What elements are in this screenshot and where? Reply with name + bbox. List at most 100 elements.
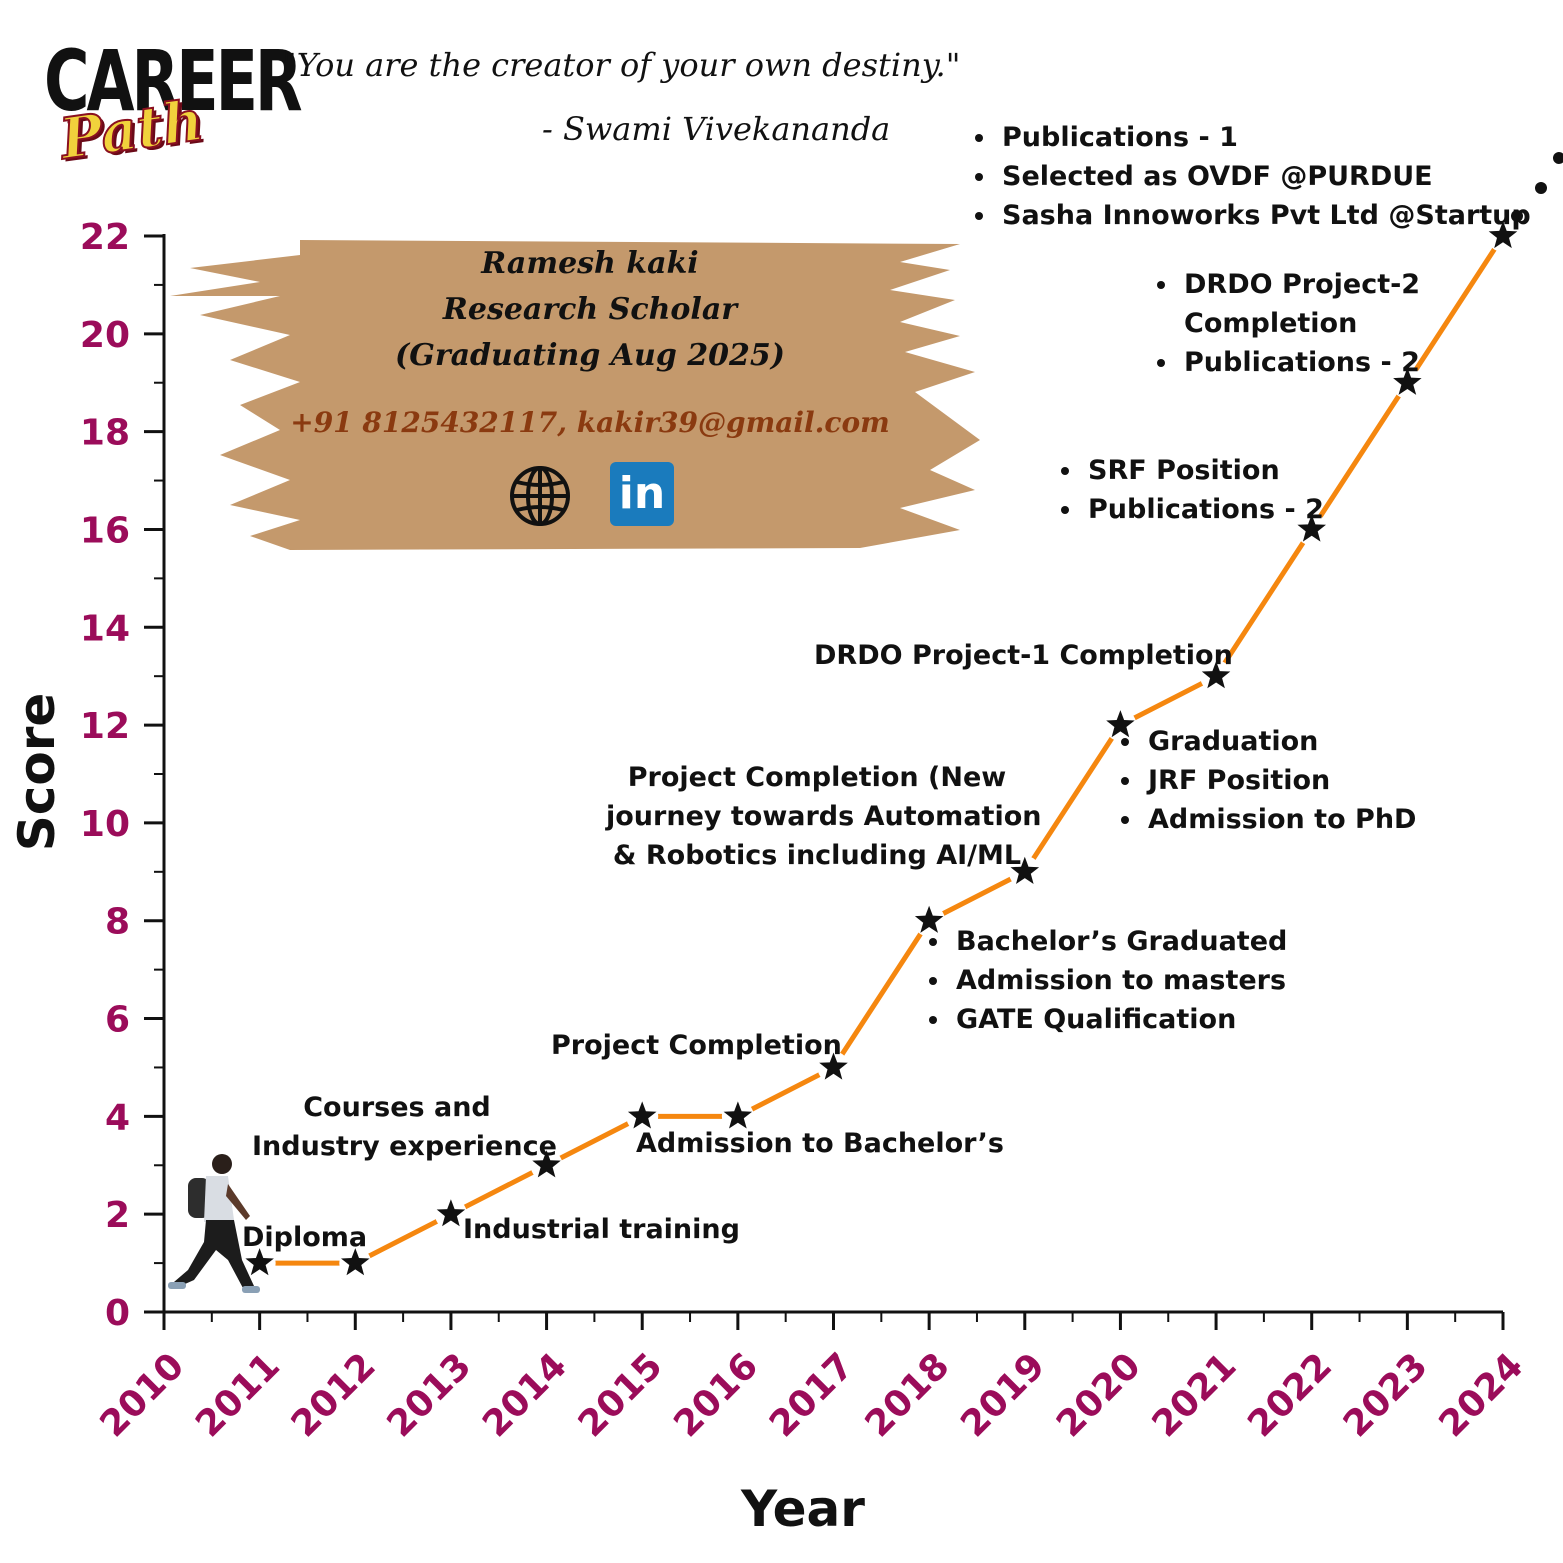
y-tick-label: 8 <box>105 902 130 943</box>
x-tick-label: 2015 <box>571 1345 671 1445</box>
x-axis-label: Year <box>740 1480 865 1538</box>
star-marker <box>723 1101 753 1129</box>
annotation-item: Admission to masters <box>952 961 1287 1000</box>
annotation-list: Bachelor’s GraduatedAdmission to masters… <box>916 922 1287 1039</box>
annotation-line: Courses and <box>303 1092 491 1123</box>
annotation-item: JRF Position <box>1144 761 1416 800</box>
star-marker <box>1201 661 1231 689</box>
annotation-item: GATE Qualification <box>952 1000 1287 1039</box>
profile-role: Research Scholar <box>442 292 738 327</box>
annotation-2013: Industrial training <box>463 1210 740 1249</box>
quote-text: "You are the creator of your own destiny… <box>282 46 961 84</box>
series-markers <box>243 220 1519 1280</box>
annotation-item: Publications - 2 <box>1084 490 1324 529</box>
annotation-item: DRDO Project-2 Completion <box>1180 265 1424 343</box>
x-tick-label: 2019 <box>953 1345 1053 1445</box>
y-axis-label: Score <box>8 693 66 852</box>
y-tick-label: 2 <box>105 1195 130 1236</box>
annotation-list: GraduationJRF PositionAdmission to PhD <box>1108 722 1416 839</box>
x-tick-label: 2021 <box>1145 1345 1245 1445</box>
x-tick-label: 2017 <box>762 1345 862 1445</box>
annotation-item: Graduation <box>1144 722 1416 761</box>
continuation-dots <box>1511 152 1563 222</box>
star-marker <box>1393 367 1422 395</box>
continuation-dot <box>1511 210 1523 222</box>
annotation-line: Project Completion (New <box>627 762 1007 793</box>
x-tick-label: 2010 <box>93 1345 193 1445</box>
y-tick-label: 14 <box>80 608 130 649</box>
career-path-logo: CAREER Path <box>40 39 303 180</box>
annotation-line: Admission to Bachelor’s <box>636 1128 1004 1159</box>
walking-person-icon <box>168 1154 260 1293</box>
star-marker <box>1297 514 1326 542</box>
annotation-item: Publications - 2 <box>1180 343 1424 382</box>
x-tick-label: 2012 <box>284 1345 384 1445</box>
annotation-2014: Courses and Industry experience <box>252 1088 557 1166</box>
x-tick-label: 2020 <box>1049 1345 1149 1445</box>
y-tick-label: 16 <box>80 510 130 551</box>
star-marker <box>436 1199 466 1227</box>
annotation-item: SRF Position <box>1084 451 1324 490</box>
annotation-list: SRF PositionPublications - 2 <box>1048 451 1324 529</box>
annotation-item: Selected as OVDF @PURDUE <box>998 157 1531 196</box>
star-marker <box>1488 221 1518 249</box>
annotation-line: Project Completion <box>551 1030 842 1061</box>
star-marker <box>627 1101 657 1129</box>
y-tick-label: 6 <box>105 1000 130 1041</box>
x-tick-label: 2016 <box>666 1345 766 1445</box>
x-tick-label: 2022 <box>1240 1345 1340 1445</box>
star-marker <box>532 1150 561 1178</box>
annotation-line: Diploma <box>242 1222 368 1253</box>
y-tick-label: 12 <box>80 706 130 747</box>
annotation-2019: Project Completion (New journey towards A… <box>606 758 1042 875</box>
y-tick-label: 10 <box>80 804 130 845</box>
y-tick-label: 18 <box>80 413 130 454</box>
annotation-list: Publications - 1Selected as OVDF @PURDUE… <box>962 118 1531 235</box>
annotation-line: Industry experience <box>252 1131 557 1162</box>
x-tick-label: 2018 <box>858 1345 958 1445</box>
series-polyline <box>259 234 1506 1266</box>
star-marker <box>1010 856 1040 884</box>
profile-name: Ramesh kaki <box>481 246 699 281</box>
annotation-line: journey towards Automation <box>606 801 1042 832</box>
x-tick-label: 2011 <box>188 1345 288 1445</box>
star-marker <box>819 1052 848 1080</box>
annotation-2021: DRDO Project-1 Completion <box>814 636 1233 675</box>
annotation-item: Bachelor’s Graduated <box>952 922 1287 961</box>
y-tick-label: 20 <box>80 315 130 356</box>
y-tick-label: 4 <box>105 1097 130 1138</box>
annotation-2018: Bachelor’s GraduatedAdmission to masters… <box>916 922 1287 1039</box>
continuation-dot <box>1535 182 1547 194</box>
logo-path-text: Path <box>55 86 208 173</box>
annotation-2024: Publications - 1Selected as OVDF @PURDUE… <box>962 118 1531 235</box>
annotation-2022: SRF PositionPublications - 2 <box>1048 451 1324 529</box>
annotation-2020: GraduationJRF PositionAdmission to PhD <box>1108 722 1416 839</box>
x-tick-label: 2013 <box>379 1345 479 1445</box>
star-marker <box>914 905 944 933</box>
linkedin-icon[interactable]: in <box>610 462 674 526</box>
annotation-2017: Project Completion <box>551 1026 842 1065</box>
annotation-2016: Admission to Bachelor’s <box>636 1124 1004 1163</box>
x-tick-label: 2014 <box>475 1345 575 1445</box>
annotation-line: DRDO Project-1 Completion <box>814 640 1233 671</box>
y-tick-label: 22 <box>80 217 130 258</box>
annotation-line: Industrial training <box>463 1214 740 1245</box>
continuation-dot <box>1553 152 1563 164</box>
x-tick-label: 2024 <box>1432 1345 1532 1445</box>
star-marker <box>245 1248 274 1276</box>
logo-career-text: CAREER <box>44 31 303 131</box>
annotation-item: Sasha Innoworks Pvt Ltd @Startup <box>998 196 1531 235</box>
annotation-2023: DRDO Project-2 CompletionPublications - … <box>1144 265 1424 382</box>
series-line <box>259 234 1506 1266</box>
globe-icon[interactable] <box>508 464 572 528</box>
annotation-item: Admission to PhD <box>1144 800 1416 839</box>
annotation-list: DRDO Project-2 CompletionPublications - … <box>1144 265 1424 382</box>
quote-author: - Swami Vivekananda <box>542 110 891 148</box>
y-tick-label: 0 <box>105 1293 130 1334</box>
profile-card-brush <box>170 240 980 550</box>
profile-contact[interactable]: +91 8125432117, kakir39@gmail.com <box>290 406 890 439</box>
x-tick-label: 2023 <box>1336 1345 1436 1445</box>
star-marker <box>1106 710 1135 738</box>
star-marker <box>341 1248 370 1276</box>
